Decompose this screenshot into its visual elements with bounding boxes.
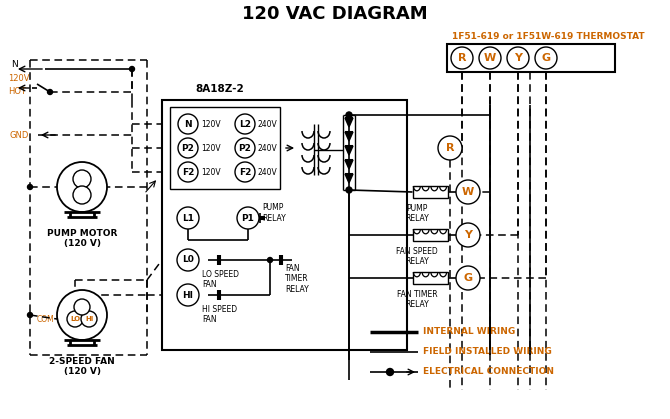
Circle shape bbox=[178, 114, 198, 134]
Text: 1F51-619 or 1F51W-619 THERMOSTAT: 1F51-619 or 1F51W-619 THERMOSTAT bbox=[452, 31, 645, 41]
Circle shape bbox=[535, 47, 557, 69]
Text: HI: HI bbox=[85, 316, 93, 322]
Text: R: R bbox=[458, 53, 466, 63]
Circle shape bbox=[129, 67, 135, 72]
Circle shape bbox=[177, 249, 199, 271]
Circle shape bbox=[237, 207, 259, 229]
Circle shape bbox=[48, 90, 52, 95]
Circle shape bbox=[27, 313, 33, 318]
Text: FAN
TIMER
RELAY: FAN TIMER RELAY bbox=[285, 264, 309, 294]
Circle shape bbox=[507, 47, 529, 69]
Text: 120V: 120V bbox=[8, 73, 29, 83]
FancyBboxPatch shape bbox=[413, 229, 448, 241]
Circle shape bbox=[346, 112, 352, 118]
Text: F2: F2 bbox=[239, 168, 251, 176]
Text: Y: Y bbox=[514, 53, 522, 63]
Text: P2: P2 bbox=[239, 143, 251, 153]
Text: W: W bbox=[462, 187, 474, 197]
Polygon shape bbox=[345, 160, 353, 169]
Text: HOT: HOT bbox=[8, 86, 26, 96]
Circle shape bbox=[57, 290, 107, 340]
Text: L1: L1 bbox=[182, 214, 194, 222]
Circle shape bbox=[57, 162, 107, 212]
Circle shape bbox=[177, 284, 199, 306]
Text: 8A18Z-2: 8A18Z-2 bbox=[196, 84, 245, 94]
Text: P1: P1 bbox=[242, 214, 255, 222]
FancyBboxPatch shape bbox=[413, 186, 448, 198]
Text: 120V: 120V bbox=[201, 143, 220, 153]
Text: GND: GND bbox=[10, 130, 29, 140]
FancyBboxPatch shape bbox=[170, 107, 280, 189]
Circle shape bbox=[73, 186, 91, 204]
Text: PUMP
RELAY: PUMP RELAY bbox=[405, 204, 429, 223]
Text: LO: LO bbox=[70, 316, 80, 322]
Circle shape bbox=[479, 47, 501, 69]
Circle shape bbox=[235, 114, 255, 134]
Circle shape bbox=[178, 138, 198, 158]
Text: G: G bbox=[541, 53, 551, 63]
Text: L2: L2 bbox=[239, 119, 251, 129]
Text: G: G bbox=[464, 273, 472, 283]
Circle shape bbox=[73, 170, 91, 188]
Text: PUMP MOTOR
(120 V): PUMP MOTOR (120 V) bbox=[47, 229, 117, 248]
Text: PUMP
RELAY: PUMP RELAY bbox=[262, 203, 285, 223]
Circle shape bbox=[438, 136, 462, 160]
Text: N: N bbox=[184, 119, 192, 129]
Text: 120V: 120V bbox=[201, 119, 220, 129]
Text: N: N bbox=[11, 59, 18, 68]
Text: HI: HI bbox=[182, 290, 194, 300]
FancyBboxPatch shape bbox=[447, 44, 615, 72]
Circle shape bbox=[267, 258, 273, 262]
Text: L0: L0 bbox=[182, 256, 194, 264]
Circle shape bbox=[456, 266, 480, 290]
Circle shape bbox=[235, 138, 255, 158]
Text: 240V: 240V bbox=[258, 119, 278, 129]
Text: 240V: 240V bbox=[258, 168, 278, 176]
Text: FAN SPEED
RELAY: FAN SPEED RELAY bbox=[396, 247, 438, 266]
Circle shape bbox=[74, 299, 90, 315]
Text: F2: F2 bbox=[182, 168, 194, 176]
Polygon shape bbox=[345, 174, 353, 183]
Circle shape bbox=[456, 180, 480, 204]
Circle shape bbox=[456, 223, 480, 247]
Polygon shape bbox=[345, 146, 353, 155]
Circle shape bbox=[81, 311, 97, 327]
Circle shape bbox=[27, 184, 33, 189]
Circle shape bbox=[346, 112, 352, 117]
Text: Y: Y bbox=[464, 230, 472, 240]
Text: 120 VAC DIAGRAM: 120 VAC DIAGRAM bbox=[242, 5, 428, 23]
Circle shape bbox=[67, 311, 83, 327]
Text: R: R bbox=[446, 143, 454, 153]
Polygon shape bbox=[345, 118, 353, 127]
Circle shape bbox=[177, 207, 199, 229]
Text: INTERNAL WIRING: INTERNAL WIRING bbox=[423, 328, 515, 336]
Text: ELECTRICAL CONNECTION: ELECTRICAL CONNECTION bbox=[423, 367, 554, 377]
Text: 2-SPEED FAN
(120 V): 2-SPEED FAN (120 V) bbox=[49, 357, 115, 376]
Circle shape bbox=[451, 47, 473, 69]
Text: FAN TIMER
RELAY: FAN TIMER RELAY bbox=[397, 290, 438, 309]
Polygon shape bbox=[345, 132, 353, 141]
Circle shape bbox=[235, 162, 255, 182]
Text: 120V: 120V bbox=[201, 168, 220, 176]
Text: HI SPEED
FAN: HI SPEED FAN bbox=[202, 305, 237, 324]
FancyBboxPatch shape bbox=[413, 272, 448, 284]
Text: 240V: 240V bbox=[258, 143, 278, 153]
FancyBboxPatch shape bbox=[162, 100, 407, 350]
Text: FIELD INSTALLED WIRING: FIELD INSTALLED WIRING bbox=[423, 347, 552, 357]
Circle shape bbox=[178, 162, 198, 182]
Circle shape bbox=[346, 187, 352, 193]
Text: LO SPEED
FAN: LO SPEED FAN bbox=[202, 270, 239, 290]
Text: COM: COM bbox=[36, 315, 54, 323]
Circle shape bbox=[387, 368, 393, 375]
Text: P2: P2 bbox=[182, 143, 194, 153]
Text: W: W bbox=[484, 53, 496, 63]
